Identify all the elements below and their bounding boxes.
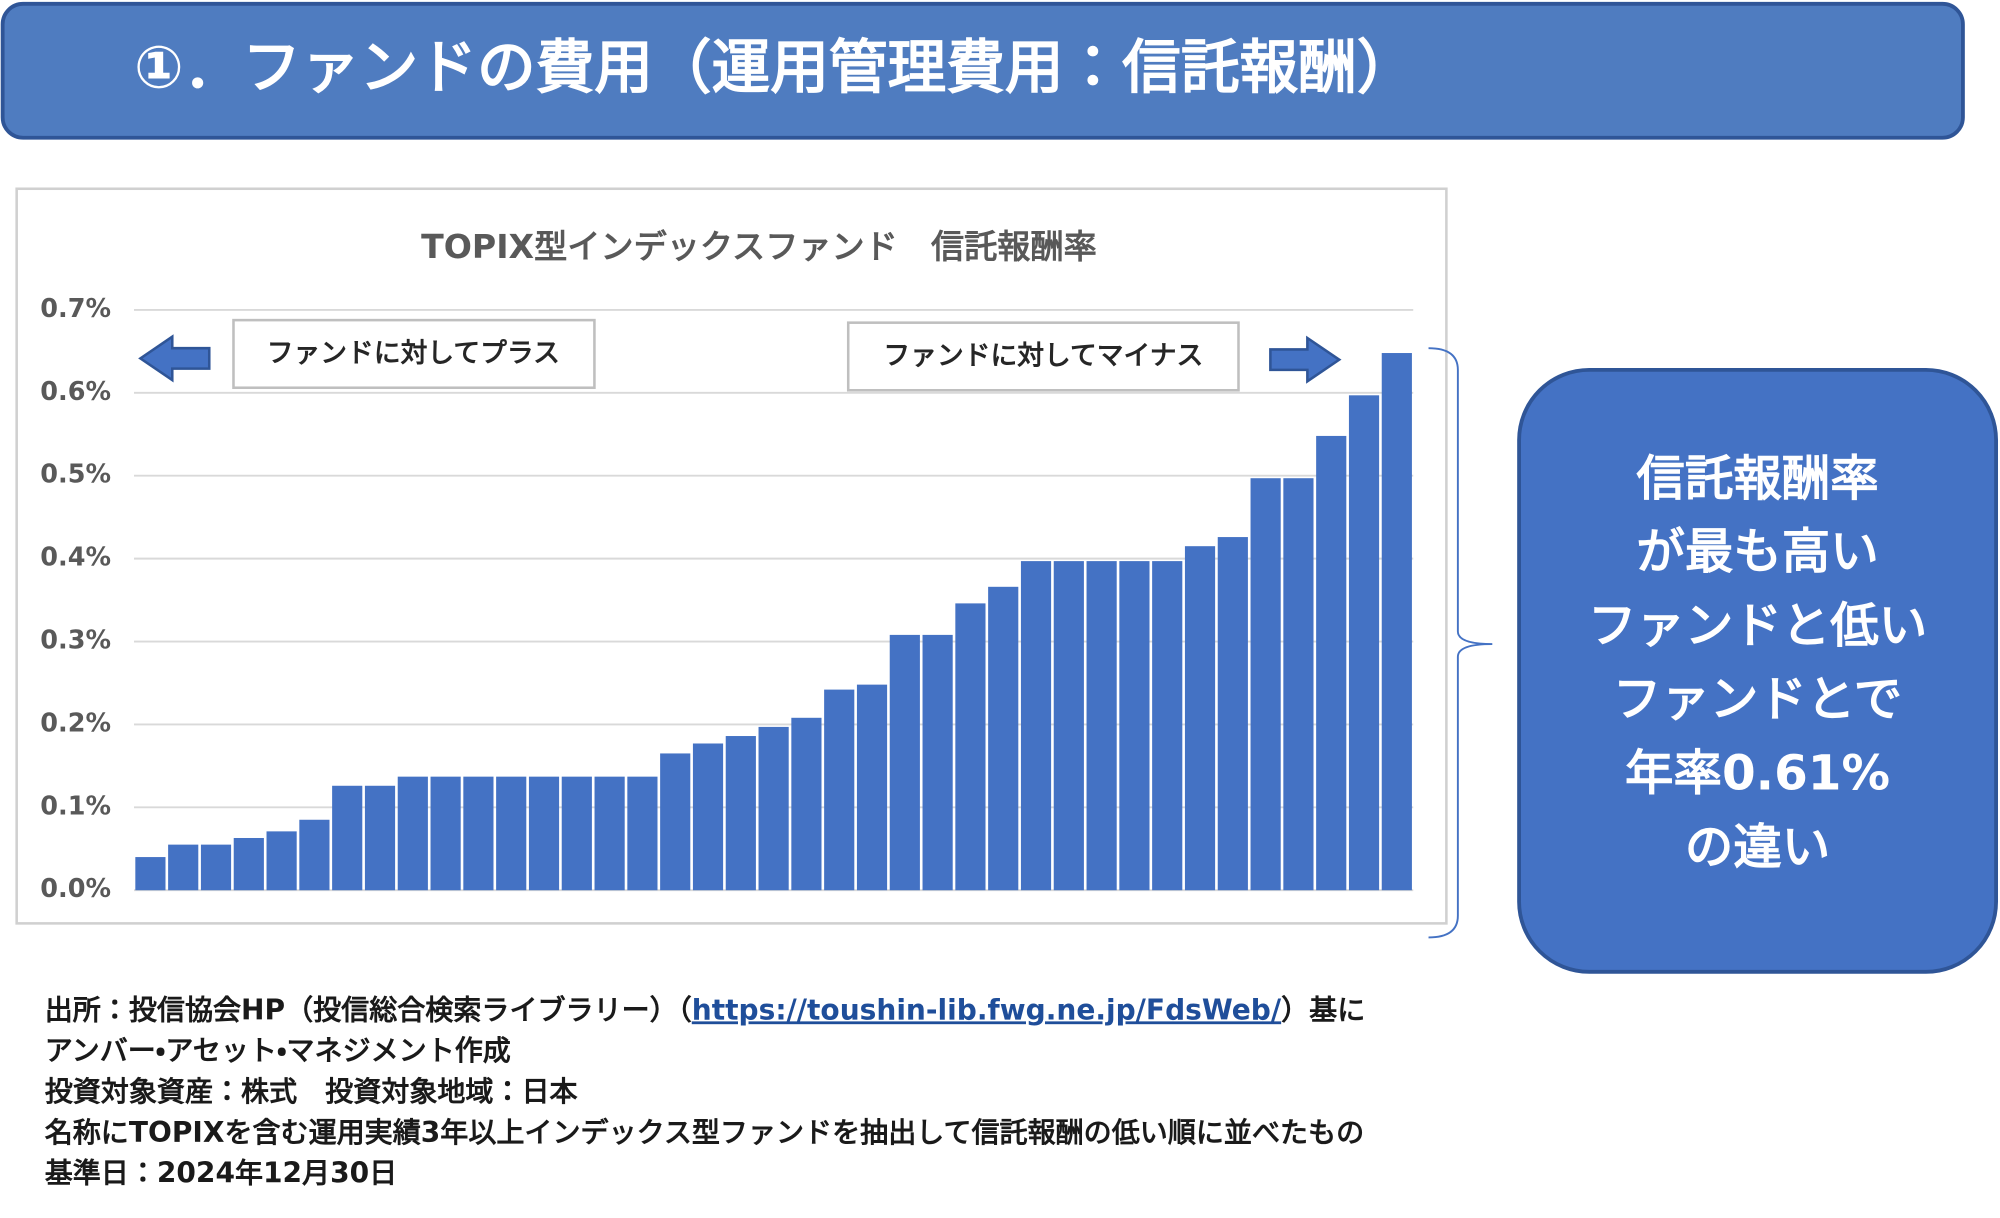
bar: [1119, 561, 1150, 891]
footnote: 基準日：2024年12月30日: [45, 1157, 397, 1190]
bar: [1020, 561, 1052, 891]
plot: 0.0% 0.1% 0.2% 0.3% 0.4% 0.5% 0.6% 0.7%: [40, 294, 1414, 904]
y-tick-label: 0.3%: [40, 626, 111, 656]
bar: [332, 785, 363, 891]
bar: [463, 776, 494, 891]
y-tick-label: 0.2%: [40, 708, 111, 738]
callout-line: の違い: [1685, 820, 1830, 876]
bar: [627, 776, 658, 891]
bar: [791, 717, 822, 891]
bar: [1381, 353, 1412, 891]
bar: [1053, 561, 1084, 891]
bar: [692, 743, 724, 891]
left-arrow: [138, 334, 211, 383]
bar: [1348, 395, 1380, 891]
bar: [856, 684, 888, 891]
bar: [135, 857, 166, 891]
bar: [1184, 546, 1216, 891]
bar: [364, 785, 396, 891]
bar: [233, 837, 264, 891]
source-link[interactable]: https://toushin-lib.fwg.ne.jp/FdsWeb/: [692, 993, 1282, 1026]
bar: [1283, 478, 1314, 891]
bar: [200, 844, 232, 891]
header-title: ①．ファンドの費用（運用管理費用：信託報酬）: [134, 34, 1415, 102]
bar: [496, 776, 527, 891]
right-arrow: [1269, 335, 1342, 384]
y-tick-label: 0.7%: [40, 294, 111, 324]
bar: [889, 634, 920, 891]
header-banner: [0, 1, 1965, 140]
bar: [430, 776, 461, 891]
y-tick-label: 0.6%: [40, 377, 111, 407]
bracket: [1428, 347, 1493, 939]
footnotes: 出所：投信協会HP（投信総合検索ライブラリー）（https://toushin-…: [45, 993, 1366, 1189]
bar: [955, 603, 986, 891]
footnote: 名称にTOPIXを含む運用実績3年以上インデックス型ファンドを抽出して信託報酬の…: [45, 1116, 1364, 1149]
y-tick-label: 0.1%: [40, 791, 111, 821]
bar: [1250, 478, 1281, 891]
annotation: ファンドに対してマイナス: [883, 341, 1203, 372]
bar: [168, 844, 199, 891]
bar: [725, 736, 756, 891]
bar: [1316, 435, 1347, 891]
footnote-part: ）基に: [1281, 993, 1365, 1026]
bar: [594, 776, 625, 891]
bar: [922, 634, 953, 891]
footnote: アンバー・アセット・マネジメント作成: [45, 1034, 511, 1067]
bar: [561, 776, 592, 891]
callout-line: ファンドと低い: [1588, 598, 1927, 654]
y-tick-label: 0.4%: [40, 543, 111, 573]
callout-text: 信託報酬率 が最も高い ファンドと低い ファンドとで 年率0.61% の違い: [1588, 451, 1927, 876]
callout-line: が最も高い: [1636, 524, 1878, 580]
bar: [660, 753, 691, 891]
bar: [397, 776, 428, 891]
y-tick-label: 0.0%: [40, 874, 111, 904]
footnote-part: 出所：投信協会HP（投信総合検索ライブラリー）（: [45, 993, 692, 1026]
bar: [758, 726, 789, 891]
chart-title: TOPIX型インデックスファンド 信託報酬率: [421, 227, 1097, 266]
bar: [299, 819, 330, 891]
annotation: ファンドに対してプラス: [267, 338, 560, 369]
footnote: 出所：投信協会HP（投信総合検索ライブラリー）（https://toushin-…: [45, 993, 1366, 1026]
bar: [988, 586, 1019, 891]
annotation-box: [846, 321, 1240, 392]
annotation-box: [232, 318, 596, 389]
bar: [266, 831, 297, 891]
bar: [1217, 537, 1248, 891]
callout-line: ファンドとで: [1613, 672, 1902, 728]
bar: [824, 689, 855, 891]
callout-line: 年率0.61%: [1625, 746, 1890, 802]
footnote: 投資対象資産：株式 投資対象地域：日本: [45, 1075, 579, 1108]
bar: [1086, 561, 1117, 891]
bar: [528, 776, 560, 891]
callout-line: 信託報酬率: [1635, 451, 1878, 507]
callout: [1517, 367, 1998, 974]
bar: [1152, 561, 1183, 891]
y-tick-label: 0.5%: [40, 460, 111, 490]
